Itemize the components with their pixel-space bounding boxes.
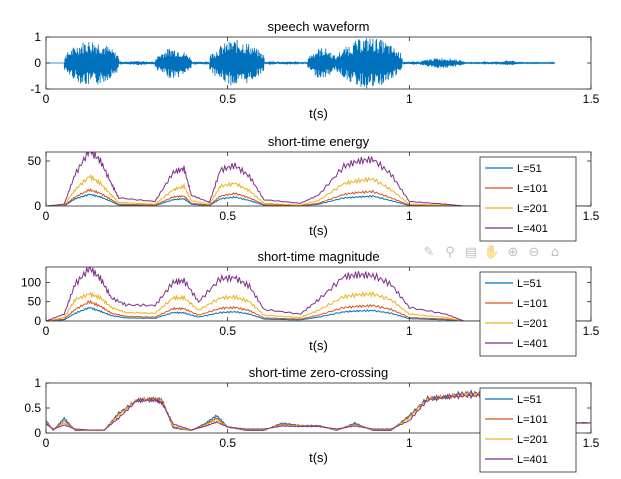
x-tick-label: 1.5 [583,324,600,338]
legend-box [479,271,577,357]
legend-entry: L=51 [517,278,542,290]
legend-box [479,387,577,473]
x-axis-label: t(s) [309,223,328,238]
x-axis-label: t(s) [309,338,328,353]
legend-entry: L=401 [517,454,548,466]
y-tick-label: 100 [21,275,41,289]
plot-area [46,389,591,432]
x-tick-label: 0.5 [219,436,236,450]
axes-frame [45,266,592,322]
series-line-L=51 [46,306,591,321]
axes-toolbar: ✎ ⚲ ▤ ✋ ⊕ ⊖ ⌂ [420,243,564,261]
series-line-L=201 [46,173,591,206]
x-tick-label: 0.5 [219,92,236,106]
axes-frame [45,151,592,207]
legend-entry: L=101 [517,183,548,195]
legend-entry: L=101 [517,298,548,310]
x-tick-label: 1 [406,436,413,450]
series-line-L=101 [46,187,591,206]
pan-icon[interactable]: ✋ [483,244,501,260]
legend: L=51 L=101 L=201 L=401 [479,387,577,473]
y-tick-label: 0 [34,56,41,70]
legend-entry: L=101 [517,414,548,426]
x-tick-label: 1.5 [583,209,600,223]
x-tick-label: 0 [43,436,50,450]
home-icon[interactable]: ⌂ [550,244,560,260]
x-tick-label: 1 [406,92,413,106]
legend-entry: L=401 [517,223,548,235]
plot-area [46,267,591,321]
legend-box [479,156,577,242]
x-tick-label: 0.5 [219,209,236,223]
x-tick-label: 0 [43,324,50,338]
legend-entry: L=401 [517,338,548,350]
brush-icon[interactable]: ✎ [423,244,435,260]
y-tick-label: 50 [28,154,42,168]
series-line-L=101 [46,299,591,321]
subplot-title: speech waveform [268,19,370,34]
x-axis-label: t(s) [309,106,328,121]
y-tick-label: 1 [34,30,41,44]
legend-entry: L=51 [517,394,542,406]
x-tick-label: 1.5 [583,436,600,450]
x-tick-label: 1 [406,209,413,223]
x-axis-label: t(s) [309,450,328,465]
series-line-L=401 [46,267,591,321]
subplot-title: short-time energy [268,134,370,149]
y-tick-label: 0 [34,314,41,328]
legend-entry: L=201 [517,434,548,446]
x-tick-label: 0.5 [219,324,236,338]
series-line-L=401 [46,152,591,206]
zoom-in-icon[interactable]: ⊕ [507,244,519,260]
series-line-L=401 [46,391,591,431]
plot-area [46,38,555,89]
y-tick-label: 0.5 [24,401,41,415]
series-line-L=201 [46,290,591,321]
y-tick-label: 50 [28,295,42,309]
waveform-line [46,38,555,89]
x-tick-label: 0 [43,92,50,106]
subplot-title: short-time zero-crossing [249,365,388,380]
legend: L=51 L=101 L=201 L=401 [479,156,577,242]
x-tick-label: 1 [406,324,413,338]
y-tick-label: -1 [30,82,41,96]
y-tick-label: 0 [34,426,41,440]
x-tick-label: 1.5 [583,92,600,106]
legend-entry: L=201 [517,203,548,215]
series-line-L=51 [46,193,591,206]
legend-entry: L=51 [517,163,542,175]
datatip-icon[interactable]: ⚲ [445,244,455,260]
x-tick-label: 0 [43,209,50,223]
y-tick-label: 1 [34,376,41,390]
subplot-title: short-time magnitude [257,249,379,264]
legend: L=51 L=101 L=201 L=401 [479,271,577,357]
legend-entry: L=201 [517,318,548,330]
y-tick-label: 0 [34,199,41,213]
plot-area [46,152,591,206]
legend-icon[interactable]: ▤ [464,244,478,260]
zoom-out-icon[interactable]: ⊖ [528,244,540,260]
